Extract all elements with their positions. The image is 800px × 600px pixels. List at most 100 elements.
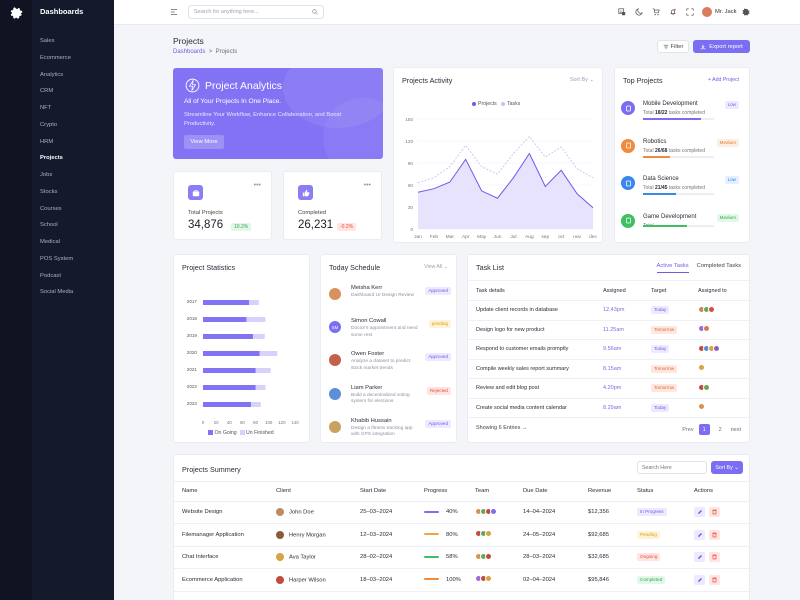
view-more-button[interactable]: View More bbox=[184, 135, 224, 149]
status-badge: Approved bbox=[425, 419, 451, 428]
status-badge: Approved bbox=[425, 287, 451, 295]
more-options-icon[interactable]: ••• bbox=[363, 182, 371, 189]
delete-button[interactable] bbox=[709, 552, 720, 563]
table-row[interactable]: Ecommerce Application Harper Wilson 18–03–… bbox=[174, 568, 751, 592]
cart-icon[interactable] bbox=[652, 8, 660, 16]
table-row[interactable]: Compile weekly sales report summary 8.15a… bbox=[468, 359, 751, 379]
schedule-item[interactable]: Liam Parker Build a decentralized voting … bbox=[329, 385, 453, 415]
sidebar-item-school[interactable]: School bbox=[40, 222, 58, 229]
menu-icon[interactable] bbox=[170, 8, 178, 16]
breadcrumb-root[interactable]: Dashboards bbox=[173, 49, 206, 55]
client-name: John Doe bbox=[289, 509, 314, 516]
user-name[interactable]: Mr. Jack bbox=[715, 9, 737, 15]
project-progress-bar bbox=[643, 224, 714, 227]
settings-gear-icon[interactable] bbox=[742, 8, 750, 16]
breadcrumb-separator: > bbox=[208, 49, 213, 55]
bar-ongoing bbox=[203, 402, 251, 407]
search-input[interactable] bbox=[189, 6, 299, 18]
project-name: Data Science bbox=[643, 176, 679, 182]
tab-completed-tasks[interactable]: Completed Tasks bbox=[696, 263, 741, 269]
progress-cell: 100% bbox=[424, 568, 475, 592]
schedule-item[interactable]: SM Simon Cowall Doctor's appointment and n… bbox=[329, 318, 453, 348]
column-header: Target bbox=[651, 281, 698, 301]
column-header: Revenue bbox=[588, 482, 637, 502]
filter-button[interactable]: Filter bbox=[657, 40, 689, 53]
tasks-suffix: tasks completed bbox=[667, 185, 705, 191]
edit-button[interactable] bbox=[694, 574, 705, 585]
avatar bbox=[485, 530, 492, 538]
fullscreen-icon[interactable] bbox=[686, 8, 694, 16]
page-2-button[interactable]: 2 bbox=[718, 426, 722, 433]
translate-icon[interactable]: A bbox=[618, 8, 626, 16]
sidebar-item-social-media[interactable]: Social Media bbox=[40, 289, 74, 296]
top-project-item[interactable]: Data Science Total 21/45 tasks completed L… bbox=[621, 174, 745, 204]
sidebar-item-pos-system[interactable]: POS System bbox=[40, 255, 74, 262]
schedule-item[interactable]: Khabib Hussain Design a fitness tracking … bbox=[329, 418, 453, 448]
delete-button[interactable] bbox=[709, 529, 720, 540]
table-row[interactable]: Review and edit blog post 4.20pm Tomorrow bbox=[468, 378, 751, 399]
summary-sort-button[interactable]: Sort By ⌄ bbox=[711, 461, 743, 474]
bell-icon[interactable] bbox=[669, 8, 677, 16]
search-icon[interactable] bbox=[312, 9, 318, 15]
tasks-suffix: tasks completed bbox=[667, 147, 705, 154]
pagination: Prev 1 2 next bbox=[682, 424, 741, 435]
table-row[interactable]: Create social media content calendar 8.29… bbox=[468, 398, 751, 418]
table-row[interactable]: Update client records in database 12.43pm… bbox=[468, 300, 751, 321]
task-details: Design logo for new product bbox=[468, 320, 603, 340]
target-badge: Tomorrow bbox=[651, 364, 678, 373]
card-title: Projects Summery bbox=[182, 465, 241, 474]
export-report-button[interactable]: Export report bbox=[693, 40, 750, 53]
sidebar-item-crypto[interactable]: Crypto bbox=[40, 121, 58, 128]
logo-gear-icon[interactable] bbox=[9, 6, 23, 20]
assigned-to-cell bbox=[698, 359, 751, 379]
briefcase-icon bbox=[188, 185, 203, 200]
user-avatar[interactable] bbox=[702, 7, 712, 17]
sidebar-item-hrm[interactable]: HRM bbox=[40, 138, 54, 145]
client-name: Harper Wilson bbox=[289, 577, 326, 584]
table-row[interactable]: Design logo for new product 11.25am Tomorr… bbox=[468, 320, 751, 340]
top-project-item[interactable]: Robotics Total 26/68 tasks completed Mediu… bbox=[621, 137, 745, 167]
sort-by-dropdown[interactable]: Sort By ⌄ bbox=[570, 77, 594, 83]
table-row[interactable]: Respond to customer emails promptly 9.56a… bbox=[468, 339, 751, 360]
tab-active-tasks[interactable]: Active Tasks bbox=[656, 263, 689, 273]
next-page-button[interactable]: next bbox=[730, 426, 741, 433]
table-row[interactable]: Chat Interface Ava Taylor 28–02–2024 58% 28–… bbox=[174, 546, 751, 569]
add-project-button[interactable]: + Add Project bbox=[707, 77, 739, 83]
sidebar-item-projects[interactable]: Projects bbox=[40, 155, 63, 162]
status-badge: Ongoing bbox=[637, 553, 661, 562]
table-row[interactable]: Website Design John Doe 25–03–2024 40% 14–04… bbox=[174, 501, 751, 524]
arrow-right-icon: → bbox=[521, 425, 528, 431]
prev-page-button[interactable]: Prev bbox=[682, 426, 694, 433]
sidebar-item-jobs[interactable]: Jobs bbox=[40, 172, 53, 178]
x-tick-label: 100 bbox=[265, 420, 273, 425]
table-row[interactable]: Filemanager Application Henry Morgan 12–03… bbox=[174, 523, 751, 547]
edit-button[interactable] bbox=[694, 507, 705, 518]
sidebar-item-nft[interactable]: NFT bbox=[40, 105, 52, 111]
sidebar-item-crm[interactable]: CRM bbox=[40, 88, 54, 95]
sidebar-item-ecommerce[interactable]: Ecommerce bbox=[40, 54, 71, 61]
progress-bar bbox=[424, 578, 439, 581]
sidebar-item-stocks[interactable]: Stocks bbox=[40, 188, 58, 195]
edit-button[interactable] bbox=[694, 529, 705, 540]
delete-button[interactable] bbox=[709, 507, 720, 518]
chart-legend: On Going Un Finished bbox=[208, 430, 274, 436]
sidebar-item-medical[interactable]: Medical bbox=[40, 239, 60, 245]
avatar bbox=[490, 507, 497, 515]
sidebar-item-sales[interactable]: Sales bbox=[40, 38, 55, 44]
schedule-item[interactable]: Owen Foster Analyze a dataset to predict … bbox=[329, 351, 453, 381]
top-project-item[interactable]: Mobile Development Total 18/22 tasks comp… bbox=[621, 99, 745, 129]
summary-search-input[interactable] bbox=[638, 462, 704, 473]
edit-button[interactable] bbox=[694, 552, 705, 563]
sidebar-item-analytics[interactable]: Analytics bbox=[40, 71, 64, 78]
moon-icon[interactable] bbox=[635, 8, 643, 16]
sidebar-item-podcast[interactable]: Podcast bbox=[40, 272, 61, 279]
view-all-button[interactable]: View All ⌄ bbox=[424, 264, 448, 270]
more-options-icon[interactable]: ••• bbox=[253, 182, 261, 189]
delete-button[interactable] bbox=[709, 574, 720, 585]
schedule-item[interactable]: Meisha Kerr Dashboard UI Design Review App… bbox=[329, 285, 453, 315]
sidebar-item-courses[interactable]: Courses bbox=[40, 205, 62, 212]
client-cell: Harper Wilson bbox=[276, 568, 360, 592]
page-1-button[interactable]: 1 bbox=[698, 424, 710, 435]
stat-value: 26,231 bbox=[298, 219, 334, 231]
